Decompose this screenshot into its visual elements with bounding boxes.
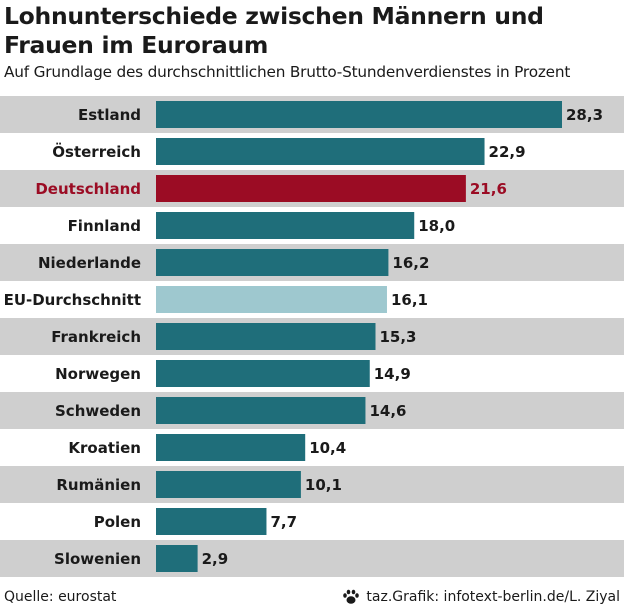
bar-kroatien [156,434,306,461]
bar-schweden [156,397,366,424]
row-band-polen [0,503,624,540]
bar-chart: Estland 28,3 Österreich 22,9 Deutschland 21,6… [0,96,624,577]
value-label-slowenien: 2,9 [202,550,229,568]
bar-estland [156,101,562,128]
category-label-norwegen: Norwegen [55,365,141,383]
category-label-schweden: Schweden [55,402,141,420]
value-label-estland: 28,3 [566,106,603,124]
value-label-osterreich: 22,9 [489,143,526,161]
chart-subtitle: Auf Grundlage des durchschnittlichen Bru… [4,63,571,81]
value-label-frankreich: 15,3 [379,328,416,346]
bar-rumanien [156,471,301,498]
bar-polen [156,508,267,535]
category-label-frankreich: Frankreich [51,328,141,346]
category-label-osterreich: Österreich [52,142,141,161]
bar-finnland [156,212,415,239]
value-label-rumanien: 10,1 [305,476,342,494]
bar-norwegen [156,360,370,387]
category-label-niederlande: Niederlande [38,254,141,272]
value-label-eu-durchschnitt: 16,1 [391,291,428,309]
category-label-eu-durchschnitt: EU-Durchschnitt [4,291,141,309]
row-band-kroatien [0,429,624,466]
row-band-rumanien [0,466,624,503]
category-label-deutschland: Deutschland [35,180,141,198]
category-label-finnland: Finnland [68,217,141,235]
bar-niederlande [156,249,389,276]
value-label-kroatien: 10,4 [309,439,346,457]
row-band-slowenien [0,540,624,577]
value-label-deutschland: 21,6 [470,180,507,198]
bar-slowenien [156,545,198,572]
value-label-finnland: 18,0 [418,217,455,235]
value-label-schweden: 14,6 [369,402,406,420]
credit-note: taz.Grafik: infotext-berlin.de/L. Ziyal [342,588,620,606]
bar-eu-durchschnitt [156,286,387,313]
category-label-polen: Polen [94,513,141,531]
category-label-slowenien: Slowenien [54,550,141,568]
category-label-kroatien: Kroatien [68,439,141,457]
value-label-polen: 7,7 [270,513,297,531]
credit-text: taz.Grafik: infotext-berlin.de/L. Ziyal [366,589,620,605]
bar-osterreich [156,138,485,165]
bar-frankreich [156,323,376,350]
paw-icon [343,589,360,604]
source-note: Quelle: eurostat [4,589,117,605]
chart-title: Lohnunterschiede zwischen Männern und Fr… [4,2,544,59]
value-label-norwegen: 14,9 [374,365,411,383]
bar-deutschland [156,175,466,202]
category-label-rumanien: Rumänien [56,476,141,494]
category-label-estland: Estland [78,106,141,124]
value-label-niederlande: 16,2 [392,254,429,272]
